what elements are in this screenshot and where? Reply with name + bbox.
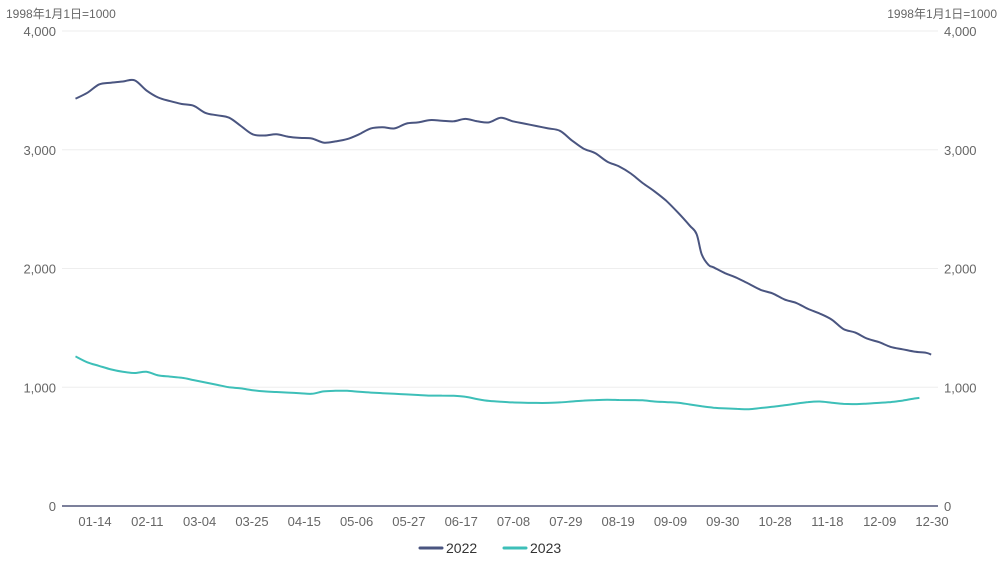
x-tick-label: 05-06 [340,514,373,529]
y-tick-label-left: 0 [49,499,56,514]
x-tick-label: 09-30 [706,514,739,529]
right-unit-label: 1998年1月1日=1000 [887,7,997,21]
series-line-2023 [75,355,920,411]
x-tick-label: 04-15 [288,514,321,529]
x-tick-label: 12-30 [915,514,948,529]
y-tick-label-left: 3,000 [23,143,56,158]
series-lines [75,78,932,411]
x-tick-label: 07-29 [549,514,582,529]
legend-label: 2022 [446,540,477,556]
legend[interactable]: 2022 2023 [418,540,561,556]
x-tick-label: 07-08 [497,514,530,529]
x-tick-label: 11-18 [811,514,843,529]
y-axis-right: 0 1,000 2,000 3,000 4,000 [944,24,977,514]
x-tick-label: 10-28 [758,514,791,529]
x-tick-label: 03-04 [183,514,216,529]
y-tick-label-right: 3,000 [944,143,977,158]
x-tick-label: 05-27 [392,514,425,529]
x-tick-label: 06-17 [445,514,478,529]
x-tick-label: 08-19 [602,514,635,529]
series-line-2022 [75,78,932,356]
y-axis-left: 0 1,000 2,000 3,000 4,000 [23,24,56,514]
left-unit-label: 1998年1月1日=1000 [6,7,116,21]
legend-item-2023[interactable]: 2023 [502,540,561,556]
x-axis: 01-14 02-11 03-04 03-25 04-15 05-06 05-27 06-17… [62,505,949,529]
x-tick-label: 03-25 [235,514,268,529]
x-tick-label: 02-11 [131,514,163,529]
y-tick-label-right: 1,000 [944,380,977,395]
x-tick-label: 01-14 [78,514,111,529]
legend-label: 2023 [530,540,561,556]
y-tick-label-right: 2,000 [944,262,977,277]
y-tick-label-left: 1,000 [23,380,56,395]
y-tick-label-right: 0 [944,499,951,514]
grid-lines [62,30,938,388]
legend-item-2022[interactable]: 2022 [418,540,477,556]
x-tick-label: 09-09 [654,514,687,529]
y-tick-label-left: 2,000 [23,262,56,277]
y-tick-label-left: 4,000 [23,24,56,39]
y-tick-label-right: 4,000 [944,24,977,39]
x-tick-label: 12-09 [863,514,896,529]
